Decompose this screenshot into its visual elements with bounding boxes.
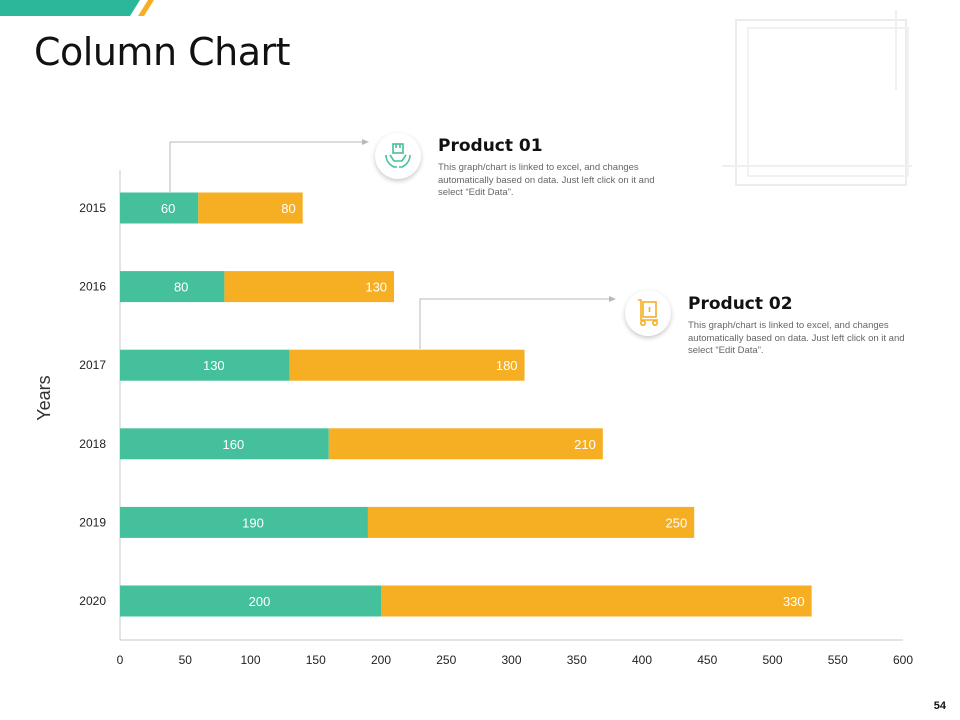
x-tick-label: 400 [632,653,652,667]
data-label-product-02: 80 [281,201,295,216]
bar-product-01-2020 [120,585,381,617]
product-01-icon-badge [375,133,421,179]
y-axis-title: Years [34,375,54,420]
bar-product-02-2016 [224,271,395,303]
top-accent-stripe [0,0,154,16]
product-02-description: This graph/chart is linked to excel, and… [688,320,905,356]
bar-product-01-2019 [120,506,368,538]
connector-product-01 [169,141,364,192]
bar-product-02-2017 [289,349,525,381]
x-tick-label: 50 [179,653,193,667]
x-tick-label: 200 [371,653,391,667]
bar-product-02-2015 [198,192,303,224]
product-01-callout: Product 01 This graph/chart is linked to… [438,136,678,200]
connector-product-02 [419,298,611,349]
x-tick-label: 600 [893,653,913,667]
page-title: Column Chart [34,30,291,74]
hand-truck-box-icon [638,299,658,326]
product-02-icon-badge [625,290,671,336]
hands-holding-box-icon [385,143,411,168]
x-tick-label: 150 [306,653,326,667]
data-label-product-02: 130 [365,280,387,295]
product-02-title: Product 02 [688,294,793,314]
bar-product-01-2018 [120,428,329,460]
x-tick-label: 550 [828,653,848,667]
product-01-title: Product 01 [438,136,543,156]
x-tick-label: 250 [436,653,456,667]
bar-product-02-2019 [367,506,695,538]
x-tick-label: 100 [240,653,260,667]
data-label-product-01: 130 [203,358,225,373]
x-tick-label: 0 [117,653,124,667]
bar-product-02-2020 [381,585,812,617]
connector-arrow-product-01 [362,139,369,145]
bar-product-02-2018 [328,428,603,460]
page-number: 54 [933,700,946,712]
data-label-product-02: 330 [783,594,805,609]
x-tick-label: 300 [501,653,521,667]
product-01-description: This graph/chart is linked to excel, and… [438,162,655,198]
product-02-callout: Product 02 This graph/chart is linked to… [688,294,928,358]
bar-product-01-2016 [120,271,225,303]
data-label-product-01: 60 [161,201,175,216]
bar-product-01-2015 [120,192,199,224]
y-tick-label: 2020 [79,594,106,608]
data-label-product-02: 250 [665,515,687,530]
data-label-product-01: 160 [223,437,245,452]
connector-arrow-product-02 [609,296,616,302]
x-tick-label: 450 [697,653,717,667]
y-tick-label: 2017 [79,358,106,372]
data-label-product-02: 180 [496,358,518,373]
data-label-product-02: 210 [574,437,596,452]
y-tick-label: 2019 [79,515,106,529]
y-tick-label: 2015 [79,201,106,215]
y-tick-label: 2018 [79,437,106,451]
y-tick-label: 2016 [79,280,106,294]
decorative-frame [722,10,912,186]
bar-product-01-2017 [120,349,290,381]
x-tick-label: 350 [567,653,587,667]
data-label-product-01: 80 [174,280,188,295]
data-label-product-01: 190 [242,515,264,530]
x-tick-label: 500 [762,653,782,667]
data-label-product-01: 200 [249,594,271,609]
